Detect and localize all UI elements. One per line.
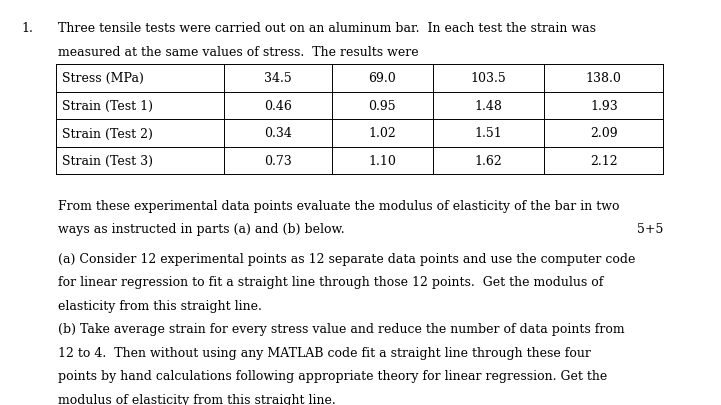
Text: Strain (Test 3): Strain (Test 3) xyxy=(62,155,153,168)
Text: 103.5: 103.5 xyxy=(471,72,506,85)
Text: 2.09: 2.09 xyxy=(590,127,618,140)
Text: (b) Take average strain for every stress value and reduce the number of data poi: (b) Take average strain for every stress… xyxy=(58,322,624,336)
Text: 1.48: 1.48 xyxy=(474,100,503,113)
Text: 2.12: 2.12 xyxy=(590,155,618,168)
Text: Three tensile tests were carried out on an aluminum bar.  In each test the strai: Three tensile tests were carried out on … xyxy=(58,22,596,35)
Text: (a) Consider 12 experimental points as 12 separate data points and use the compu: (a) Consider 12 experimental points as 1… xyxy=(58,252,635,265)
Text: 12 to 4.  Then without using any MATLAB code fit a straight line through these f: 12 to 4. Then without using any MATLAB c… xyxy=(58,346,590,359)
Text: 0.34: 0.34 xyxy=(264,127,291,140)
Text: 5+5: 5+5 xyxy=(637,223,663,236)
Text: ways as instructed in parts (a) and (b) below.: ways as instructed in parts (a) and (b) … xyxy=(58,223,345,236)
Text: 138.0: 138.0 xyxy=(586,72,622,85)
Text: measured at the same values of stress.  The results were: measured at the same values of stress. T… xyxy=(58,46,418,59)
Text: Strain (Test 2): Strain (Test 2) xyxy=(62,127,153,140)
Text: 0.95: 0.95 xyxy=(368,100,396,113)
Text: 1.10: 1.10 xyxy=(368,155,396,168)
Text: 1.62: 1.62 xyxy=(474,155,503,168)
Text: 69.0: 69.0 xyxy=(368,72,396,85)
Text: 1.51: 1.51 xyxy=(474,127,503,140)
Text: Stress (MPa): Stress (MPa) xyxy=(62,72,144,85)
Text: 0.46: 0.46 xyxy=(264,100,291,113)
Text: for linear regression to fit a straight line through those 12 points.  Get the m: for linear regression to fit a straight … xyxy=(58,275,603,289)
Text: 34.5: 34.5 xyxy=(264,72,291,85)
Text: 1.93: 1.93 xyxy=(590,100,618,113)
Text: elasticity from this straight line.: elasticity from this straight line. xyxy=(58,299,262,312)
Text: modulus of elasticity from this straight line.: modulus of elasticity from this straight… xyxy=(58,393,335,405)
Text: Strain (Test 1): Strain (Test 1) xyxy=(62,100,153,113)
Text: From these experimental data points evaluate the modulus of elasticity of the ba: From these experimental data points eval… xyxy=(58,199,619,212)
Text: 1.: 1. xyxy=(22,22,33,35)
Text: 0.73: 0.73 xyxy=(264,155,291,168)
Text: points by hand calculations following appropriate theory for linear regression. : points by hand calculations following ap… xyxy=(58,369,607,383)
Text: 1.02: 1.02 xyxy=(368,127,396,140)
